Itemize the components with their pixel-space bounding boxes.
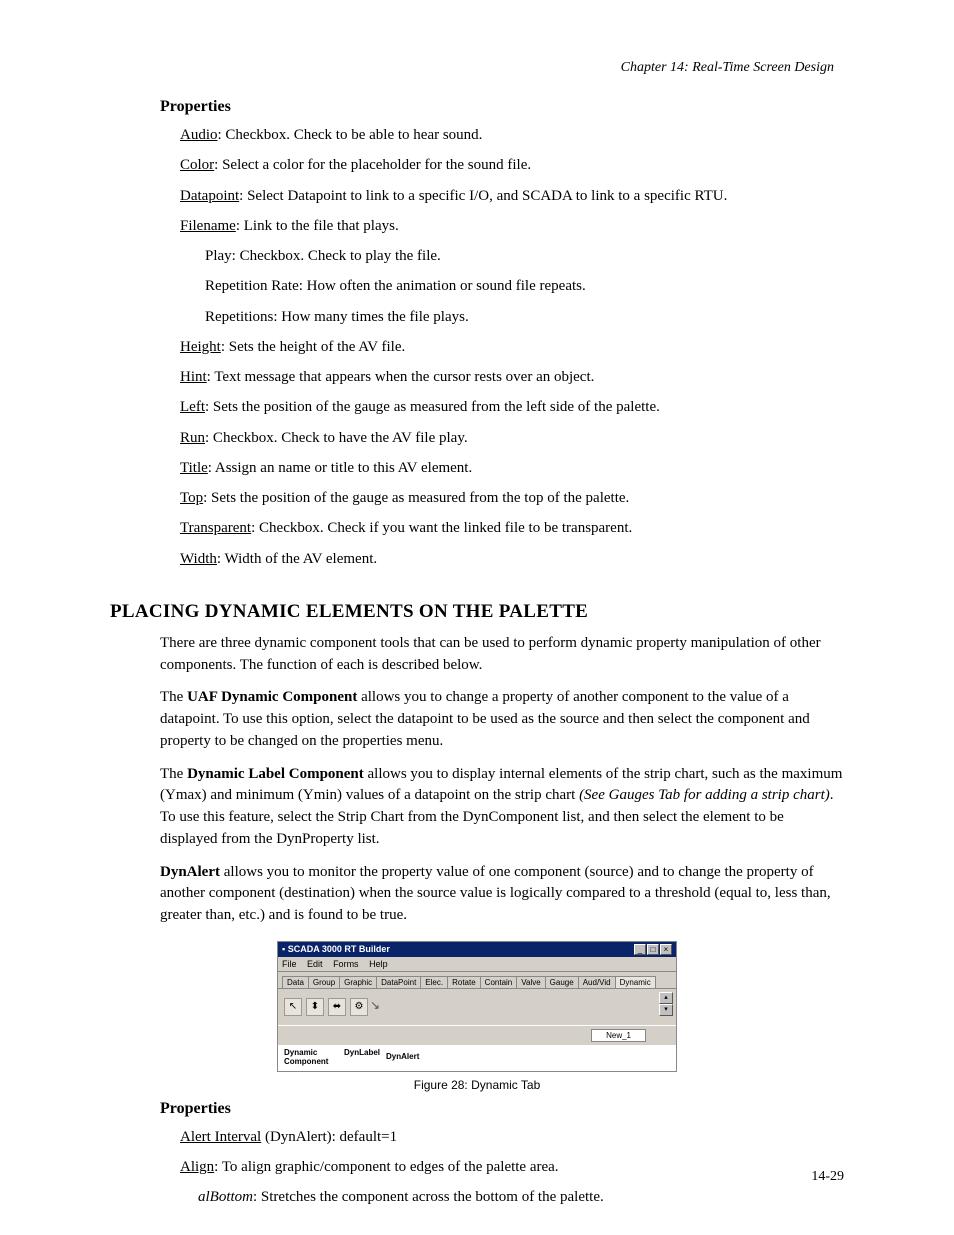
prop-reps: Repetitions: How many times the file pla… (205, 306, 844, 329)
label-dynamic-component: Dynamic Component (284, 1048, 338, 1066)
minimize-icon[interactable]: _ (634, 944, 646, 955)
tab-datapoint[interactable]: DataPoint (376, 976, 421, 988)
scroll-buttons: ▴ ▾ (659, 992, 673, 1016)
tab-audvid[interactable]: Aud/Vid (578, 976, 616, 988)
prop-height: Height: Sets the height of the AV file. (180, 336, 844, 359)
maximize-icon[interactable]: □ (647, 944, 659, 955)
prop-reprate: Repetition Rate: How often the animation… (205, 275, 844, 298)
prop-align: Align: To align graphic/component to edg… (180, 1156, 844, 1179)
label-dynalert: DynAlert (386, 1052, 419, 1070)
tab-group[interactable]: Group (308, 976, 340, 988)
new-form-label[interactable]: New_1 (591, 1029, 646, 1042)
prop-audio: Audio: Checkbox. Check to be able to hea… (180, 124, 844, 147)
window-buttons: _ □ × (634, 944, 672, 955)
tab-rotate[interactable]: Rotate (447, 976, 481, 988)
close-icon[interactable]: × (660, 944, 672, 955)
prop-top: Top: Sets the position of the gauge as m… (180, 487, 844, 510)
tab-contain[interactable]: Contain (480, 976, 518, 988)
screenshot-window: ▪ SCADA 3000 RT Builder _ □ × File Edit … (277, 941, 677, 1072)
para-uaf: The UAF Dynamic Component allows you to … (160, 687, 844, 752)
menu-bar: File Edit Forms Help (278, 957, 676, 972)
dynlabel-tool-icon[interactable]: ⬌ (328, 998, 346, 1016)
scroll-up-icon[interactable]: ▴ (659, 992, 673, 1004)
toolbar: ↖ ⬍ ⬌ ⚙ ↘ ▴ ▾ (278, 989, 676, 1025)
figure-caption: Figure 28: Dynamic Tab (110, 1078, 844, 1092)
menu-file[interactable]: File (282, 959, 297, 969)
tab-strip: DataGroupGraphicDataPointElec.RotateCont… (278, 972, 676, 989)
tab-elec[interactable]: Elec. (420, 976, 448, 988)
properties-title-2: Properties (160, 1100, 844, 1118)
tab-dynamic[interactable]: Dynamic (615, 976, 656, 988)
prop-left: Left: Sets the position of the gauge as … (180, 396, 844, 419)
prop-run: Run: Checkbox. Check to have the AV file… (180, 427, 844, 450)
window-title: ▪ SCADA 3000 RT Builder (282, 944, 390, 954)
tab-data[interactable]: Data (282, 976, 309, 988)
dynalert-tool-icon[interactable]: ⚙ (350, 998, 368, 1016)
tab-gauge[interactable]: Gauge (545, 976, 579, 988)
scroll-down-icon[interactable]: ▾ (659, 1004, 673, 1016)
pointer-tool-icon[interactable]: ↖ (284, 998, 302, 1016)
prop-alert-interval: Alert Interval (DynAlert): default=1 (180, 1126, 844, 1149)
properties-title-1: Properties (160, 98, 844, 116)
figure-28: ▪ SCADA 3000 RT Builder _ □ × File Edit … (110, 941, 844, 1092)
prop-width: Width: Width of the AV element. (180, 548, 844, 571)
window-titlebar: ▪ SCADA 3000 RT Builder _ □ × (278, 942, 676, 957)
para-dynalert: DynAlert allows you to monitor the prope… (160, 862, 844, 927)
menu-help[interactable]: Help (369, 959, 388, 969)
prop-title: Title: Assign an name or title to this A… (180, 457, 844, 480)
menu-edit[interactable]: Edit (307, 959, 323, 969)
label-dynlabel: DynLabel (344, 1048, 380, 1066)
tool-labels: Dynamic Component DynLabel DynAlert (278, 1045, 676, 1071)
main-heading: PLACING DYNAMIC ELEMENTS ON THE PALETTE (110, 601, 844, 623)
menu-forms[interactable]: Forms (333, 959, 359, 969)
tab-valve[interactable]: Valve (516, 976, 545, 988)
prop-datapoint: Datapoint: Select Datapoint to link to a… (180, 185, 844, 208)
prop-transparent: Transparent: Checkbox. Check if you want… (180, 517, 844, 540)
prop-play: Play: Checkbox. Check to play the file. (205, 245, 844, 268)
prop-hint: Hint: Text message that appears when the… (180, 366, 844, 389)
page-number: 14-29 (811, 1169, 844, 1185)
prop-color: Color: Select a color for the placeholde… (180, 154, 844, 177)
canvas-area: New_1 (278, 1025, 676, 1045)
dynamic-component-tool-icon[interactable]: ⬍ (306, 998, 324, 1016)
chapter-header: Chapter 14: Real-Time Screen Design (110, 60, 844, 76)
tab-graphic[interactable]: Graphic (339, 976, 377, 988)
prop-filename: Filename: Link to the file that plays. (180, 215, 844, 238)
para-dynlabel: The Dynamic Label Component allows you t… (160, 764, 844, 851)
prop-albottom: alBottom: Stretches the component across… (198, 1186, 844, 1209)
para-intro: There are three dynamic component tools … (160, 633, 844, 677)
pointer-arrow-icon: ↘ (370, 998, 380, 1012)
